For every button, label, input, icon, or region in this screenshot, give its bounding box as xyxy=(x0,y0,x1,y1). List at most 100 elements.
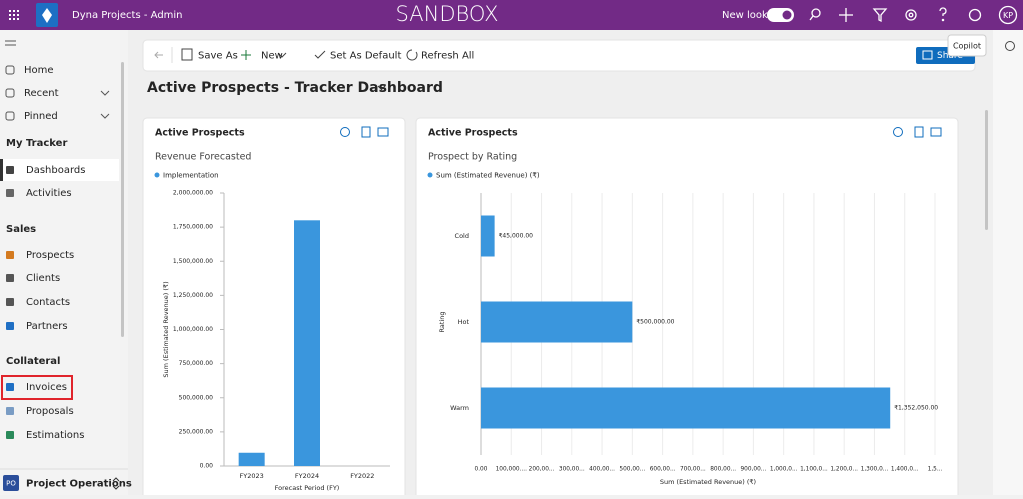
area-switcher[interactable] xyxy=(0,469,128,495)
nav-icon xyxy=(5,65,15,75)
nav-chevron[interactable] xyxy=(100,113,110,119)
command[interactable]: Refresh All xyxy=(421,51,474,62)
nav-item[interactable]: Home xyxy=(24,65,54,76)
x-tick-label: 800,00... xyxy=(710,467,736,473)
x-tick-label: 1,400,0... xyxy=(891,467,919,473)
y-tick-label: Cold xyxy=(455,232,469,240)
nav-scrollbar xyxy=(121,62,124,337)
x-tick-label: 600,00... xyxy=(650,467,676,473)
back-button[interactable] xyxy=(154,51,163,59)
area-name[interactable]: Project Operations xyxy=(26,479,132,490)
data-label: ₹45,000.00 xyxy=(499,233,534,240)
card-expand[interactable] xyxy=(930,127,942,137)
nav-icon xyxy=(6,407,14,415)
save-as-icon xyxy=(181,48,193,61)
top-icons xyxy=(809,5,1018,25)
left-nav xyxy=(0,30,128,495)
bar xyxy=(294,220,320,466)
y-tick-label: Hot xyxy=(458,318,470,326)
nav-selected-bar xyxy=(0,159,3,181)
nav-item[interactable]: Recent xyxy=(24,88,59,99)
tooltip xyxy=(947,34,987,57)
side-pane xyxy=(993,30,1023,495)
nav-chevron[interactable] xyxy=(100,90,110,96)
nav-icon xyxy=(5,88,15,98)
nav-icon xyxy=(6,189,14,197)
charts: Active Prospects Revenue Forecasted Implem… xyxy=(154,126,943,492)
default-icon xyxy=(314,50,326,59)
x-tick-label: 400,00... xyxy=(589,467,615,473)
nav-item[interactable]: Dashboards xyxy=(26,165,85,176)
help-icon[interactable] xyxy=(939,7,947,16)
nav-icon xyxy=(6,383,14,391)
chart-title: Prospect by Rating xyxy=(428,152,517,163)
command[interactable]: Save As xyxy=(198,51,238,62)
nav-section: My Tracker xyxy=(6,138,67,149)
new-icon xyxy=(241,50,251,60)
y-axis-label: Rating xyxy=(438,312,446,333)
nav-item[interactable]: Contacts xyxy=(26,297,70,308)
title-chevron[interactable] xyxy=(377,85,386,91)
x-axis-label: Forecast Period (FY) xyxy=(275,484,340,492)
y-axis-label: Sum (Estimated Revenue) (₹) xyxy=(162,281,170,377)
highlight-box xyxy=(1,375,73,400)
new-chevron[interactable] xyxy=(277,52,287,58)
card-title: Active Prospects xyxy=(428,128,518,139)
filter-icon[interactable] xyxy=(872,8,888,23)
avatar-ring[interactable] xyxy=(998,5,1018,25)
x-tick-label: 1,5... xyxy=(928,467,943,473)
area-badge-bg xyxy=(3,475,19,491)
y-tick-label: 2,000,000.00 xyxy=(173,190,213,197)
data-label: ₹500,000.00 xyxy=(636,319,674,326)
app-name[interactable]: Dyna Projects - Admin xyxy=(72,10,183,21)
y-tick-label: 250,000.00 xyxy=(179,428,214,435)
x-tick-label: 300,00... xyxy=(559,467,585,473)
card-refresh[interactable] xyxy=(893,127,903,137)
nav-item[interactable]: Estimations xyxy=(26,430,84,441)
new-look-label: New look xyxy=(722,10,768,21)
card-expand[interactable] xyxy=(377,127,389,137)
share-icon xyxy=(922,50,933,60)
toggle-knob xyxy=(782,10,792,20)
avatar[interactable]: KP xyxy=(1003,11,1013,20)
card-title: Active Prospects xyxy=(155,128,245,139)
nav-icon xyxy=(5,111,15,121)
x-tick-label: FY2024 xyxy=(295,472,319,480)
nav-item[interactable]: Activities xyxy=(26,188,72,199)
nav-icon xyxy=(6,251,14,259)
nav-section: Sales xyxy=(6,224,36,235)
command[interactable]: New xyxy=(261,51,283,62)
x-tick-label: 1,000,0... xyxy=(770,467,798,473)
nav-item[interactable]: Clients xyxy=(26,273,60,284)
card-refresh[interactable] xyxy=(340,127,350,137)
nav-item[interactable]: Pinned xyxy=(24,111,58,122)
nav-items: Home Recent Pinned My Tracker Dashboards Acti… xyxy=(0,65,119,441)
nav-icon xyxy=(6,431,14,439)
copilot-icon[interactable] xyxy=(968,8,982,22)
y-tick-label: 1,000,000.00 xyxy=(173,326,213,333)
nav-item[interactable]: Invoices xyxy=(26,382,67,393)
page-title: Active Prospects - Tracker Dashboard xyxy=(147,80,443,96)
x-tick-label: 900,00... xyxy=(740,467,766,473)
settings-icon[interactable] xyxy=(905,9,917,21)
x-tick-label: FY2023 xyxy=(240,472,264,480)
x-tick-label: 1,200,0... xyxy=(830,467,858,473)
card-chart-icon[interactable] xyxy=(914,126,924,138)
y-tick-label: 0.00 xyxy=(200,463,214,470)
search-icon[interactable] xyxy=(811,8,821,18)
side-copilot-icon[interactable] xyxy=(1005,41,1015,51)
area-badge: PO xyxy=(6,480,16,488)
card-chart-icon[interactable] xyxy=(361,126,371,138)
hamburger[interactable] xyxy=(5,40,16,46)
x-tick-label: 1,300,0... xyxy=(861,467,889,473)
app-launcher[interactable] xyxy=(9,10,19,20)
nav-item[interactable]: Prospects xyxy=(26,250,74,261)
nav-item[interactable]: Proposals xyxy=(26,406,74,417)
x-tick-label: 200,00... xyxy=(529,467,555,473)
bar xyxy=(481,387,891,429)
y-tick-label: 1,250,000.00 xyxy=(173,292,213,299)
nav-item[interactable]: Partners xyxy=(26,321,68,332)
command[interactable]: Set As Default xyxy=(330,51,401,62)
